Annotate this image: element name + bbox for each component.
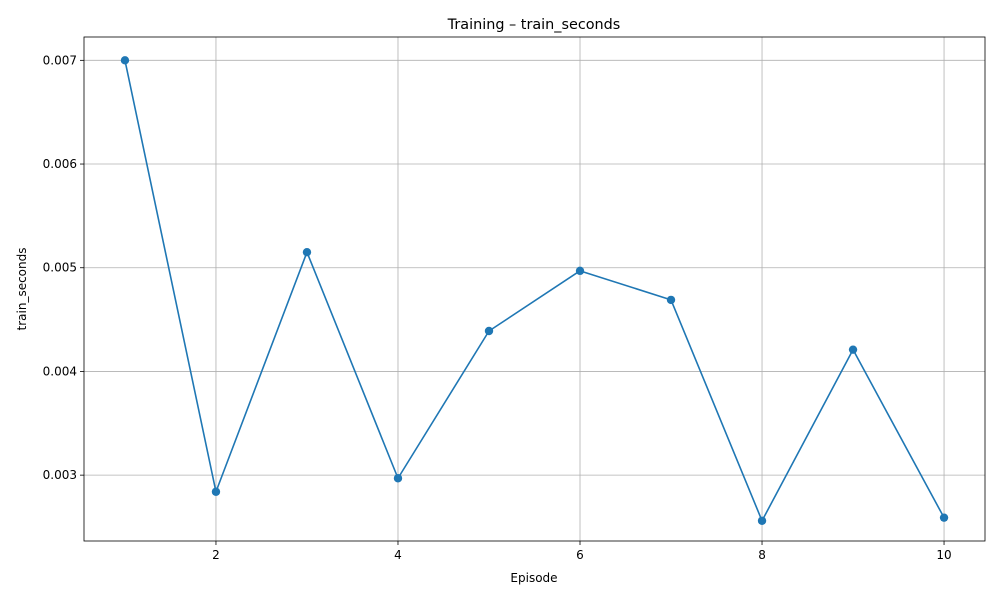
data-point xyxy=(575,266,585,276)
data-point xyxy=(302,247,312,257)
y-tick-label: 0.004 xyxy=(43,364,77,378)
grid-lines xyxy=(84,37,985,541)
series-layer xyxy=(120,56,949,525)
data-point xyxy=(757,516,767,525)
x-axis-title: Episode xyxy=(510,571,557,585)
y-tick-label: 0.007 xyxy=(43,53,77,67)
x-tick-label: 2 xyxy=(212,548,220,562)
x-tick-label: 4 xyxy=(394,548,402,562)
y-axis: 0.003 0.004 0.005 0.006 0.007 xyxy=(43,53,84,482)
x-axis: 2 4 6 8 10 xyxy=(212,541,952,562)
x-tick-label: 6 xyxy=(576,548,584,562)
data-point xyxy=(120,56,130,65)
data-point xyxy=(666,295,676,305)
chart-title: Training – train_seconds xyxy=(447,17,621,33)
data-point xyxy=(848,345,858,354)
y-axis-title: train_seconds xyxy=(15,248,29,331)
data-point xyxy=(211,487,221,496)
data-point xyxy=(484,326,494,336)
data-point xyxy=(393,474,403,483)
y-tick-label: 0.005 xyxy=(43,261,77,275)
x-tick-label: 8 xyxy=(758,548,766,562)
data-point xyxy=(939,513,949,522)
plot-frame xyxy=(83,36,986,542)
y-tick-label: 0.006 xyxy=(43,157,77,171)
series-line xyxy=(124,60,945,522)
y-tick-label: 0.003 xyxy=(43,468,77,482)
x-tick-label: 10 xyxy=(936,548,951,562)
